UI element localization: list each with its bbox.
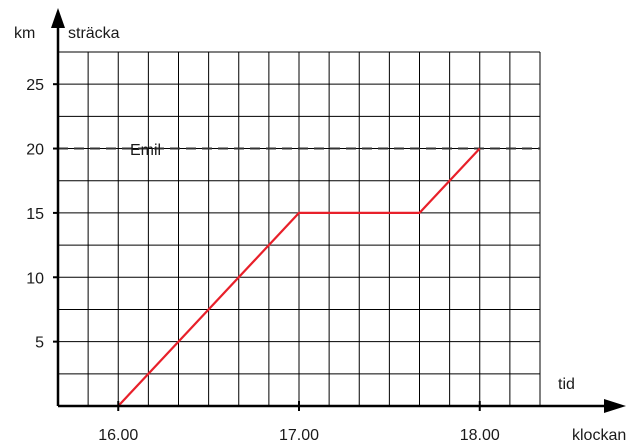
y-unit-label: km	[14, 25, 35, 42]
grid	[58, 51, 541, 406]
y-tick-label-3: 20	[26, 142, 44, 159]
x-tick-label-0: 16.00	[98, 427, 138, 444]
x-axis-label: tid	[558, 376, 575, 393]
reference-line-label: Emil	[130, 142, 161, 159]
x-axis-arrow	[604, 399, 626, 413]
series-group	[117, 147, 481, 407]
x-tick-label-2: 18.00	[460, 427, 500, 444]
y-tick-label-2: 15	[26, 206, 44, 223]
y-axis-arrow	[51, 8, 65, 28]
tick-labels: 16.00 17.00 18.00 5 10 15 20 25	[26, 77, 500, 444]
y-tick-label-4: 25	[26, 77, 44, 94]
x-unit-label: klockan	[572, 427, 626, 444]
y-tick-label-0: 5	[35, 335, 44, 352]
series-line-0	[117, 147, 481, 407]
y-tick-label-1: 10	[26, 270, 44, 287]
y-axis-label: sträcka	[68, 25, 120, 42]
x-tick-label-1: 17.00	[279, 427, 319, 444]
